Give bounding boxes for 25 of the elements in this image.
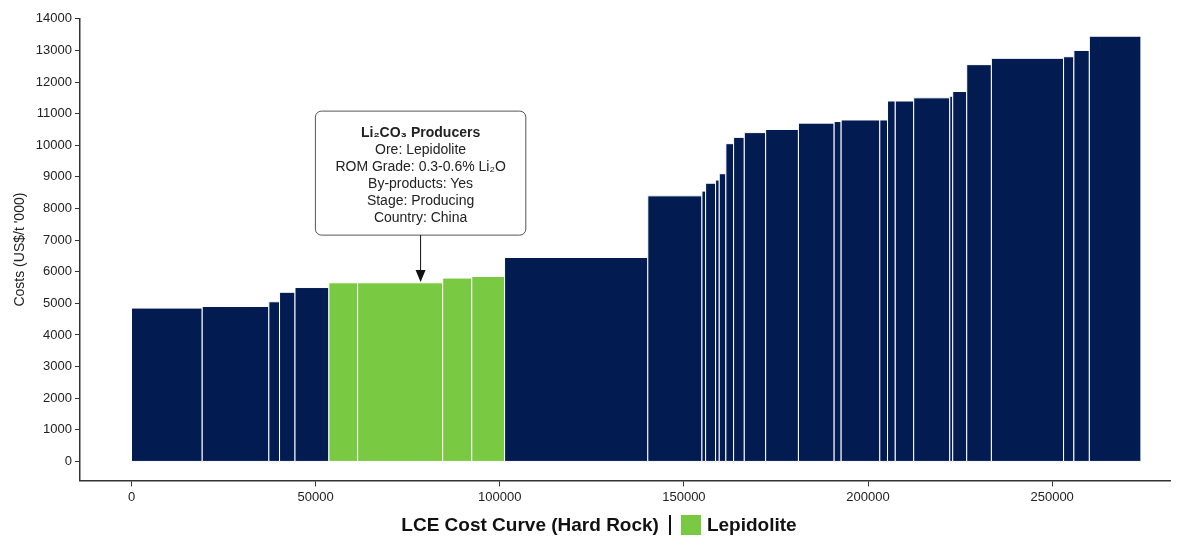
- x-tick-label: 0: [127, 488, 136, 504]
- y-tick-label: 5000: [43, 294, 72, 310]
- y-tick-label: 14000: [35, 10, 72, 26]
- x-axis-title: LCE Cost Curve (Hard Rock): [401, 514, 659, 536]
- y-tick-label: 6000: [43, 263, 72, 279]
- x-tick-label: 200000: [846, 488, 890, 504]
- y-tick-label: 8000: [43, 200, 72, 216]
- y-tick-label: 1000: [43, 421, 72, 437]
- y-tick-label: 7000: [43, 231, 72, 247]
- y-tick-label: 2000: [43, 389, 72, 405]
- legend-label: Lepidolite: [706, 514, 797, 536]
- y-tick-label: 13000: [35, 41, 72, 57]
- y-tick-label: 11000: [36, 105, 72, 121]
- x-tick-label: 250000: [1030, 488, 1074, 504]
- y-tick-label: 9000: [43, 168, 72, 184]
- x-tick-label: 50000: [297, 488, 334, 504]
- y-tick-label: 10000: [35, 136, 72, 152]
- y-axis-title: Costs (US$/t '000): [11, 192, 28, 307]
- y-tick-label: 4000: [43, 326, 72, 342]
- x-tick-label: 150000: [662, 488, 706, 504]
- y-tick-label: 0: [64, 453, 72, 469]
- y-tick-label: 3000: [43, 358, 72, 374]
- annotation: Li₂CO₃ Producers Ore: Lepidolite ROM Grade: 0.3-0.6% Li₂O By-products: Yes Stage: Producing Country: China: [335, 124, 506, 226]
- x-tick-label: 100000: [478, 488, 522, 504]
- y-tick-label: 12000: [35, 73, 72, 89]
